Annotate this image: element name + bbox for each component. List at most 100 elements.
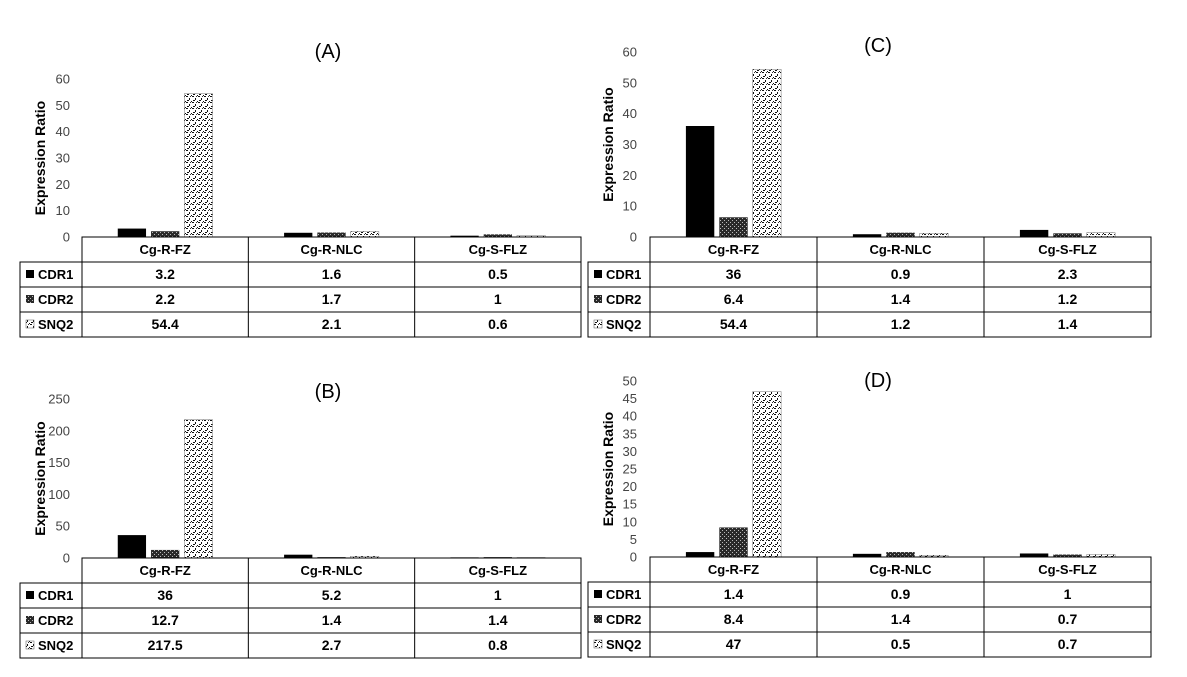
- data-label: 1.4: [322, 612, 342, 628]
- data-label: 0.6: [488, 316, 508, 332]
- y-tick-label: 20: [623, 168, 637, 183]
- data-label: 2.7: [322, 637, 342, 653]
- data-label: 2.3: [1058, 266, 1078, 282]
- bar-cdr2-cg-s-flz: [483, 234, 512, 237]
- bar-cdr1-cg-s-flz: [1019, 553, 1049, 557]
- y-axis-label: Expression Ratio: [32, 101, 48, 215]
- y-tick-label: 0: [630, 550, 637, 565]
- bar-cdr1-cg-r-nlc: [852, 234, 882, 237]
- y-tick-label: 20: [623, 479, 637, 494]
- data-label: 6.4: [724, 291, 744, 307]
- legend-key-cdr2: [594, 615, 602, 623]
- data-label: 3.2: [155, 266, 175, 282]
- series-label-snq2: SNQ2: [606, 637, 641, 652]
- data-label: 1.4: [488, 612, 508, 628]
- bar-snq2-cg-r-nlc: [919, 233, 949, 238]
- bar-cdr1-cg-r-nlc: [852, 553, 882, 557]
- legend-key-cdr1: [26, 591, 34, 599]
- series-label-cdr1: CDR1: [38, 267, 73, 282]
- chart-title: (C): [864, 35, 892, 57]
- legend-key-snq2: [25, 319, 35, 329]
- y-tick-label: 5: [630, 532, 637, 547]
- category-label: Cg-R-NLC: [869, 562, 932, 577]
- bar-cdr1-cg-s-flz: [450, 235, 479, 237]
- y-tick-label: 10: [56, 203, 70, 218]
- bar-cdr1-cg-r-fz: [117, 535, 147, 558]
- series-label-snq2: SNQ2: [606, 317, 641, 332]
- bar-cdr2-cg-r-fz: [719, 527, 748, 557]
- data-label: 0.7: [1058, 611, 1078, 627]
- category-label: Cg-R-FZ: [708, 562, 759, 577]
- series-label-cdr2: CDR2: [38, 613, 73, 628]
- data-label: 217.5: [148, 637, 183, 653]
- table-body-box: [19, 582, 582, 659]
- y-tick-label: 35: [623, 426, 637, 441]
- legend-key-cdr1: [26, 270, 34, 278]
- y-tick-label: 10: [623, 199, 637, 214]
- category-label: Cg-R-NLC: [300, 563, 363, 578]
- bar-cdr1-cg-r-fz: [117, 228, 147, 237]
- series-label-cdr2: CDR2: [606, 292, 641, 307]
- series-label-cdr2: CDR2: [38, 292, 73, 307]
- data-label: 54.4: [152, 316, 179, 332]
- y-tick-label: 30: [623, 444, 637, 459]
- series-label-cdr1: CDR1: [606, 267, 641, 282]
- bar-cdr1-cg-r-nlc: [284, 232, 313, 237]
- data-label: 36: [726, 266, 742, 282]
- category-label: Cg-S-FLZ: [469, 242, 528, 257]
- bar-snq2-cg-r-fz: [184, 419, 213, 559]
- category-label: Cg-R-NLC: [300, 242, 363, 257]
- bar-cdr1-cg-r-nlc: [284, 554, 313, 558]
- category-label: Cg-S-FLZ: [469, 563, 528, 578]
- bar-snq2-cg-s-flz: [1086, 232, 1116, 238]
- series-label-snq2: SNQ2: [38, 638, 73, 653]
- category-label: Cg-R-NLC: [869, 242, 932, 257]
- data-label: 1.2: [1058, 291, 1078, 307]
- legend-key-cdr1: [594, 590, 602, 598]
- y-tick-label: 20: [56, 177, 70, 192]
- y-axis-label: Expression Ratio: [32, 421, 48, 535]
- y-tick-label: 10: [623, 514, 637, 529]
- bar-cdr2-cg-r-nlc: [886, 232, 915, 237]
- legend-key-cdr2: [26, 616, 34, 624]
- bar-cdr2-cg-s-flz: [1053, 554, 1082, 557]
- data-label: 1.4: [891, 291, 911, 307]
- data-label: 1: [494, 587, 502, 603]
- y-tick-label: 25: [623, 462, 637, 477]
- y-tick-label: 50: [623, 374, 637, 389]
- data-label: 0.5: [891, 636, 911, 652]
- bar-cdr2-cg-r-fz: [151, 549, 180, 558]
- legend-key-snq2: [593, 639, 603, 649]
- y-tick-label: 200: [48, 423, 70, 438]
- y-tick-label: 60: [56, 72, 70, 87]
- data-label: 1.6: [322, 266, 342, 282]
- data-label: 36: [157, 587, 173, 603]
- y-tick-label: 50: [56, 519, 70, 534]
- data-label: 2.1: [322, 316, 342, 332]
- bar-snq2-cg-r-fz: [752, 69, 782, 238]
- chart-title: (D): [864, 370, 892, 392]
- y-tick-label: 60: [623, 45, 637, 60]
- y-tick-label: 45: [623, 391, 637, 406]
- y-axis-label: Expression Ratio: [600, 412, 616, 526]
- table-body-box: [19, 261, 582, 338]
- data-label: 1.2: [891, 316, 911, 332]
- chart-panel-b: (B) Expression Ratio 0 50 100 150 200 250 Cg-R-F…: [19, 381, 582, 659]
- data-label: 5.2: [322, 587, 342, 603]
- legend-key-snq2: [593, 319, 603, 329]
- y-tick-label: 150: [48, 455, 70, 470]
- bar-cdr1-cg-s-flz: [1019, 229, 1049, 237]
- series-label-cdr1: CDR1: [38, 588, 73, 603]
- series-label-cdr2: CDR2: [606, 612, 641, 627]
- category-label: Cg-R-FZ: [140, 242, 191, 257]
- series-label-cdr1: CDR1: [606, 587, 641, 602]
- chart-panel-d: (D) Expression Ratio 0 5 10 15 20 25 30 35 40 45 50 C…: [587, 370, 1152, 658]
- table-body-box: [587, 261, 1152, 338]
- category-label: Cg-S-FLZ: [1038, 242, 1097, 257]
- category-label: Cg-S-FLZ: [1038, 562, 1097, 577]
- bar-cdr2-cg-r-nlc: [317, 232, 346, 237]
- y-tick-label: 15: [623, 497, 637, 512]
- data-label: 1: [494, 291, 502, 307]
- legend-key-cdr2: [26, 295, 34, 303]
- chart-title: (B): [315, 381, 342, 403]
